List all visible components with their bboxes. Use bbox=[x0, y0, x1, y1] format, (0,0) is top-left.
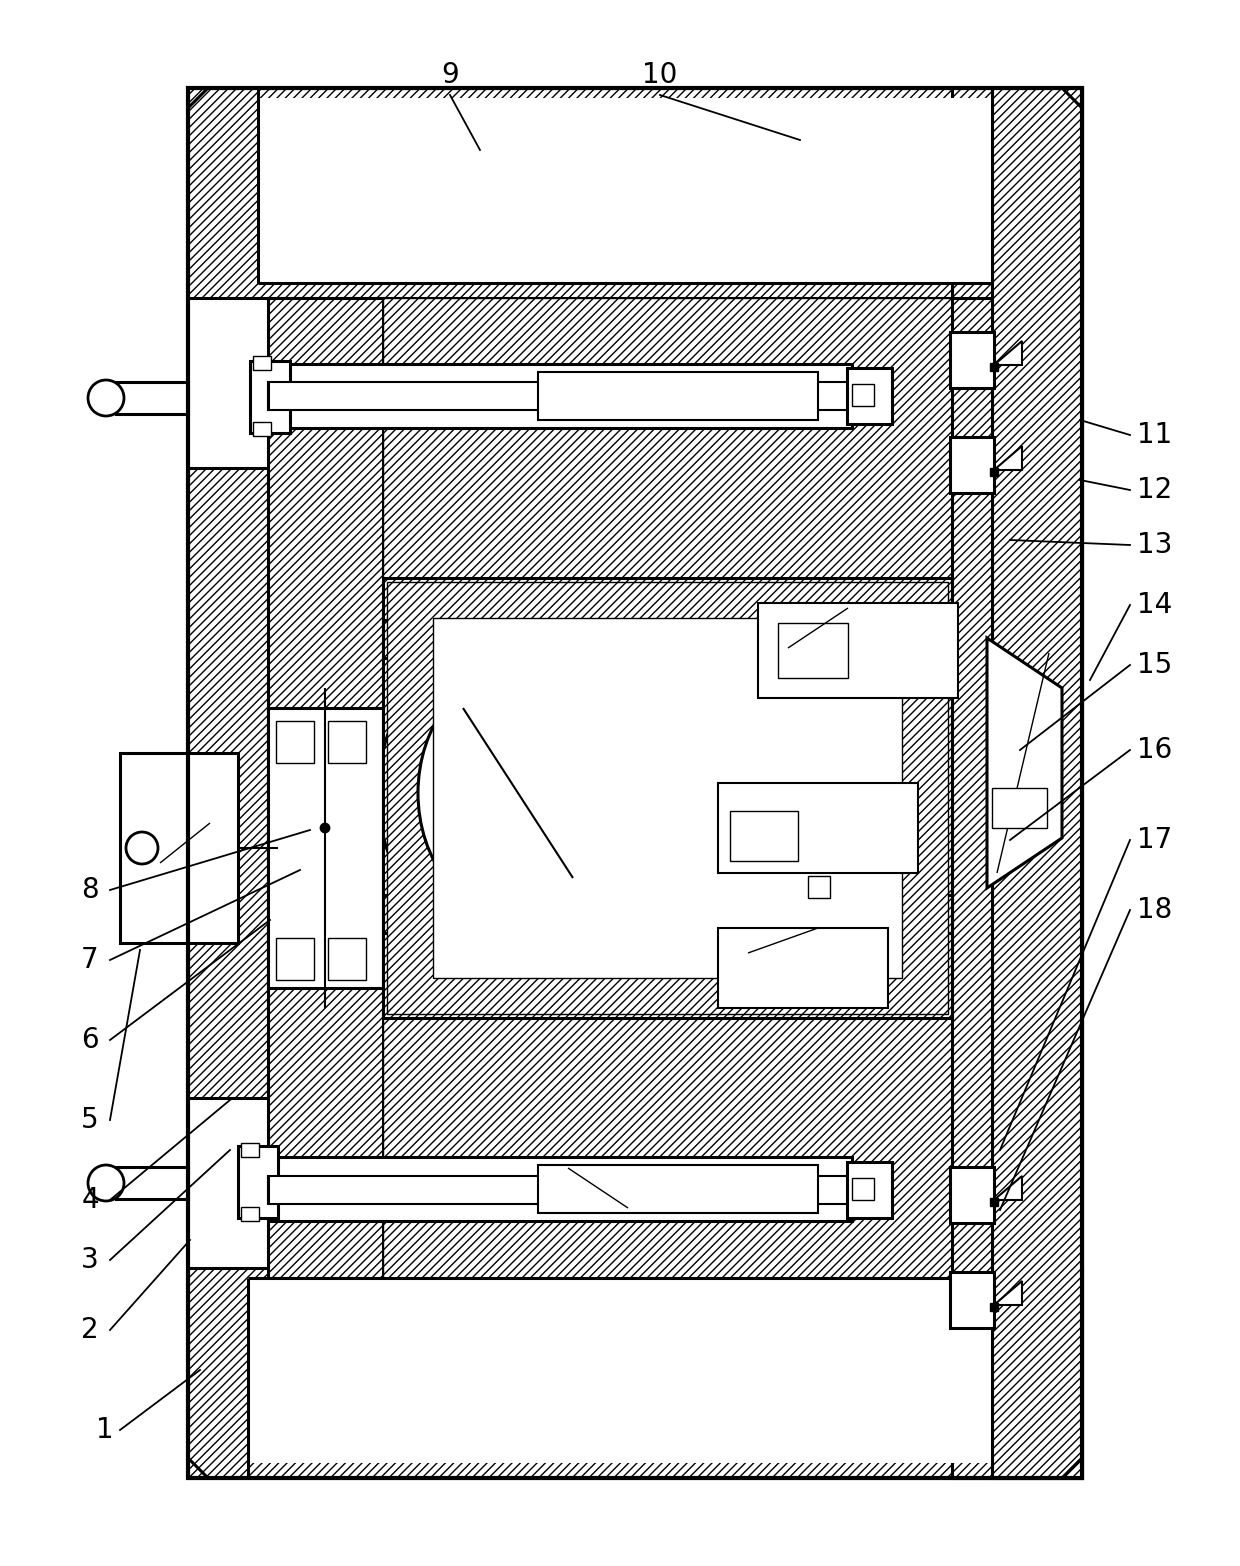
Text: 18: 18 bbox=[1137, 896, 1173, 924]
Bar bbox=[268, 382, 852, 410]
Bar bbox=[188, 88, 1083, 1478]
Text: 12: 12 bbox=[1137, 476, 1173, 504]
Text: 2: 2 bbox=[81, 1315, 99, 1344]
Text: 17: 17 bbox=[1137, 825, 1173, 853]
Bar bbox=[253, 355, 272, 370]
Ellipse shape bbox=[418, 669, 618, 918]
Bar bbox=[950, 437, 994, 493]
Ellipse shape bbox=[378, 633, 658, 954]
Bar bbox=[188, 88, 1083, 298]
Bar bbox=[188, 1268, 1083, 1478]
Polygon shape bbox=[994, 1176, 1022, 1200]
Bar bbox=[718, 783, 918, 872]
Bar bbox=[383, 896, 952, 933]
Bar bbox=[990, 1198, 998, 1206]
Bar bbox=[268, 1176, 852, 1204]
Bar bbox=[268, 298, 383, 1278]
Bar bbox=[777, 623, 848, 678]
Bar bbox=[758, 603, 959, 698]
Bar bbox=[383, 298, 952, 1278]
Bar bbox=[238, 1146, 278, 1218]
Bar bbox=[852, 384, 874, 406]
Bar bbox=[383, 620, 952, 658]
Text: 3: 3 bbox=[81, 1247, 99, 1275]
Bar bbox=[188, 88, 1083, 1478]
Bar bbox=[990, 468, 998, 476]
Text: 6: 6 bbox=[81, 1026, 99, 1054]
Bar bbox=[538, 373, 818, 420]
Bar bbox=[847, 368, 892, 424]
Bar bbox=[329, 938, 366, 980]
Bar bbox=[120, 753, 238, 943]
Bar bbox=[241, 1143, 259, 1157]
Bar bbox=[383, 578, 952, 1018]
Bar bbox=[241, 1207, 259, 1221]
Text: 5: 5 bbox=[81, 1106, 99, 1134]
Bar bbox=[992, 88, 1083, 1478]
Bar bbox=[952, 298, 992, 1278]
Bar bbox=[847, 1162, 892, 1218]
Bar bbox=[950, 332, 994, 388]
Bar bbox=[852, 1178, 874, 1200]
Circle shape bbox=[88, 381, 124, 417]
Text: 4: 4 bbox=[81, 1185, 99, 1214]
Bar bbox=[277, 938, 314, 980]
Text: 14: 14 bbox=[1137, 590, 1173, 619]
Text: 10: 10 bbox=[642, 61, 678, 89]
Text: 13: 13 bbox=[1137, 531, 1173, 559]
Bar bbox=[253, 421, 272, 435]
Bar bbox=[952, 88, 1083, 1478]
Bar bbox=[990, 1303, 998, 1311]
Text: 8: 8 bbox=[81, 875, 99, 904]
Text: 1: 1 bbox=[97, 1416, 114, 1444]
Polygon shape bbox=[987, 637, 1061, 888]
Bar bbox=[329, 720, 366, 763]
Bar bbox=[117, 1167, 188, 1200]
Bar bbox=[990, 363, 998, 371]
Bar bbox=[268, 708, 383, 988]
Circle shape bbox=[126, 832, 157, 864]
Bar bbox=[258, 99, 992, 283]
Polygon shape bbox=[994, 1281, 1022, 1304]
Text: 16: 16 bbox=[1137, 736, 1173, 764]
Bar bbox=[268, 1157, 852, 1221]
Bar bbox=[117, 382, 188, 413]
Bar bbox=[538, 1165, 818, 1214]
Circle shape bbox=[88, 1165, 124, 1201]
Bar bbox=[248, 1278, 992, 1463]
Bar bbox=[277, 720, 314, 763]
Circle shape bbox=[321, 824, 329, 832]
Bar bbox=[950, 1272, 994, 1328]
Bar bbox=[992, 788, 1047, 828]
Bar bbox=[718, 929, 888, 1009]
Bar bbox=[250, 362, 290, 434]
Text: 15: 15 bbox=[1137, 651, 1173, 680]
Polygon shape bbox=[994, 446, 1022, 470]
Bar bbox=[950, 1167, 994, 1223]
Bar bbox=[268, 363, 852, 428]
Bar bbox=[730, 811, 799, 861]
Text: 11: 11 bbox=[1137, 421, 1173, 449]
Text: 9: 9 bbox=[441, 61, 459, 89]
Polygon shape bbox=[994, 341, 1022, 365]
Bar bbox=[808, 875, 830, 897]
Bar bbox=[188, 468, 268, 1098]
Bar bbox=[433, 619, 901, 979]
Bar bbox=[387, 583, 949, 1015]
Text: 7: 7 bbox=[81, 946, 99, 974]
